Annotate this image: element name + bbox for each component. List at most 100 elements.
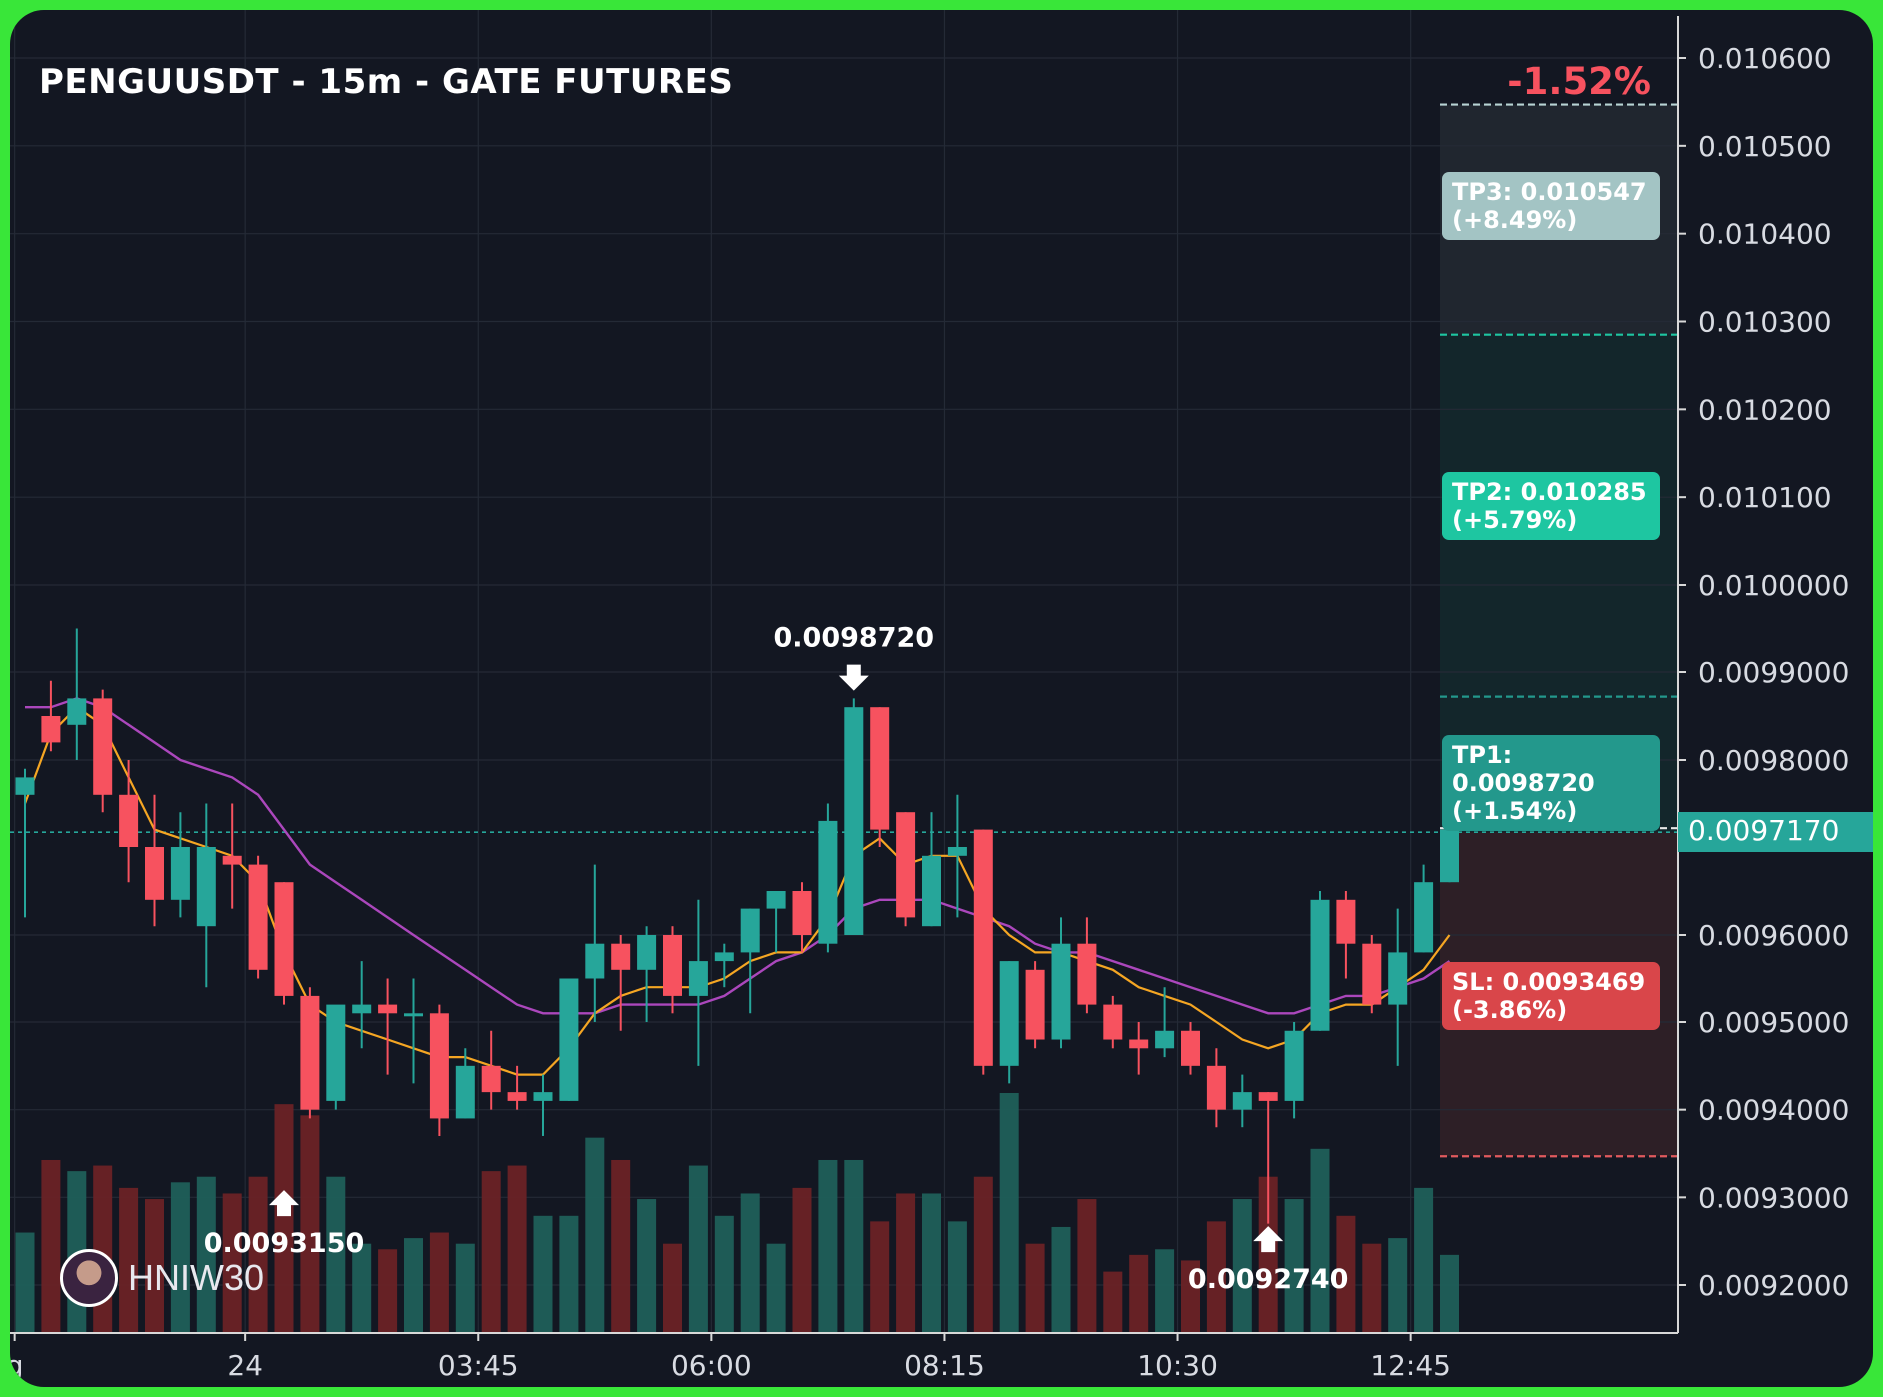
candle-body xyxy=(740,908,760,953)
x-tick-label: g xyxy=(10,1349,24,1382)
volume-bar xyxy=(507,1165,527,1333)
volume-bar xyxy=(533,1215,553,1333)
arrow-down-icon xyxy=(838,664,869,691)
volume-bar xyxy=(1103,1271,1123,1333)
volume-bar xyxy=(378,1249,398,1333)
y-tick-label: 0.010500 xyxy=(1698,130,1832,163)
volume-bar xyxy=(1310,1148,1330,1333)
y-tick-label: 0.0096000 xyxy=(1698,919,1849,952)
volume-bar xyxy=(1388,1238,1408,1333)
sl-label: SL: 0.0093469 (-3.86%) xyxy=(1442,961,1660,1030)
candle-body xyxy=(663,935,682,996)
annotation-label: 0.0093150 xyxy=(204,1228,365,1259)
annotation-label: 0.0098720 xyxy=(774,623,935,654)
candle-body xyxy=(947,847,967,856)
candle-body xyxy=(896,812,916,918)
volume-bar xyxy=(248,1176,268,1333)
candle-body xyxy=(870,707,890,830)
axes: 0.010600 0.010500 0.010400 0.010300 0.010200… xyxy=(10,16,1849,1382)
candle-body xyxy=(326,1004,346,1101)
volume-bar xyxy=(1336,1215,1356,1333)
y-tick-label: 0.0099000 xyxy=(1698,656,1849,689)
candle-body xyxy=(818,820,838,944)
volume-bar xyxy=(1232,1199,1252,1333)
y-tick-label: 0.010600 xyxy=(1698,42,1832,75)
tp2-label: TP2: 0.010285 (+5.79%) xyxy=(1442,471,1660,540)
candle-body xyxy=(1051,943,1071,1040)
candle-body xyxy=(352,1004,372,1014)
volume-bar xyxy=(688,1165,708,1333)
candle-body xyxy=(196,847,216,927)
candle-body xyxy=(15,777,35,795)
volume-bar xyxy=(1258,1176,1278,1333)
y-tick-label: 0.010200 xyxy=(1698,393,1832,426)
arrow-up-icon xyxy=(1253,1226,1284,1253)
annotation-label: 0.0092740 xyxy=(1188,1264,1349,1295)
change-percent: -1.52% xyxy=(1507,60,1651,103)
y-tick-label: 0.010300 xyxy=(1698,306,1832,339)
ema-slow-line xyxy=(25,697,1451,1015)
candle-body xyxy=(119,794,139,847)
volume-bar xyxy=(844,1159,864,1333)
avatar xyxy=(60,1249,118,1307)
candle-body xyxy=(378,1004,398,1014)
candle-body xyxy=(507,1092,527,1101)
candle-body xyxy=(1414,882,1434,953)
candle-body xyxy=(973,829,993,1066)
y-tick-label: 0.010100 xyxy=(1698,481,1832,514)
volume-bar xyxy=(611,1159,631,1333)
y-tick-label: 0.0094000 xyxy=(1698,1094,1849,1127)
candle-body xyxy=(585,943,605,979)
candle-body xyxy=(922,855,941,927)
candle-body xyxy=(93,698,113,795)
volume-bar xyxy=(119,1187,139,1333)
current-price-label: 0.0097170 xyxy=(1678,812,1873,853)
volume-bar xyxy=(922,1193,941,1333)
volume-bar xyxy=(973,1176,993,1333)
volume-bar xyxy=(481,1171,501,1333)
volume-bar xyxy=(818,1159,838,1333)
volume-bar xyxy=(947,1221,967,1333)
candle-body xyxy=(611,943,631,970)
candle-body xyxy=(300,995,320,1110)
candle-body xyxy=(1181,1030,1200,1066)
volume-bar xyxy=(1362,1243,1382,1333)
volume-bar xyxy=(1284,1199,1304,1333)
candle-body xyxy=(1310,899,1330,1031)
candle-body xyxy=(455,1065,475,1119)
candle-body xyxy=(1077,943,1097,1005)
volume-bar xyxy=(300,1115,320,1333)
candle-body xyxy=(1155,1030,1175,1049)
candle-body xyxy=(1232,1092,1252,1110)
candle-body xyxy=(1336,899,1356,944)
tp3-label: TP3: 0.010547 (+8.49%) xyxy=(1442,171,1660,240)
candle-body xyxy=(274,882,294,996)
x-tick-label: 10:30 xyxy=(1137,1349,1218,1382)
y-tick-label: 0.0100000 xyxy=(1698,569,1849,602)
candle-body xyxy=(559,978,579,1101)
volume-bar xyxy=(145,1199,164,1333)
candle-body xyxy=(533,1092,553,1101)
candle-body xyxy=(1362,943,1382,1005)
volume-bar xyxy=(1025,1243,1045,1333)
candle-body xyxy=(1258,1092,1278,1101)
moving-averages xyxy=(23,697,1451,1076)
price-annotations: 0.0098720 0.0093150 0.0092740 xyxy=(204,623,1349,1295)
volume-bar xyxy=(663,1243,682,1333)
candle-body xyxy=(1284,1030,1304,1101)
x-tick-label: 03:45 xyxy=(438,1349,519,1382)
candle-body xyxy=(688,961,708,996)
tp1-label: TP1: 0.0098720 (+1.54%) xyxy=(1442,735,1660,832)
volume-bar xyxy=(326,1176,346,1333)
candle-body xyxy=(145,847,164,900)
ema-fast-line xyxy=(23,705,1451,1076)
volume-bar xyxy=(196,1176,216,1333)
volume-bar xyxy=(455,1243,475,1333)
volume-bar xyxy=(585,1137,605,1333)
price-chart[interactable]: 0.0098720 0.0093150 0.0092740 0.010600 0.01… xyxy=(10,10,1873,1387)
y-tick-label: 0.0093000 xyxy=(1698,1181,1849,1214)
volume-bar xyxy=(352,1243,372,1333)
volume-bar xyxy=(637,1199,657,1333)
x-tick-label: 06:00 xyxy=(671,1349,752,1382)
y-tick-label: 0.0098000 xyxy=(1698,744,1849,777)
